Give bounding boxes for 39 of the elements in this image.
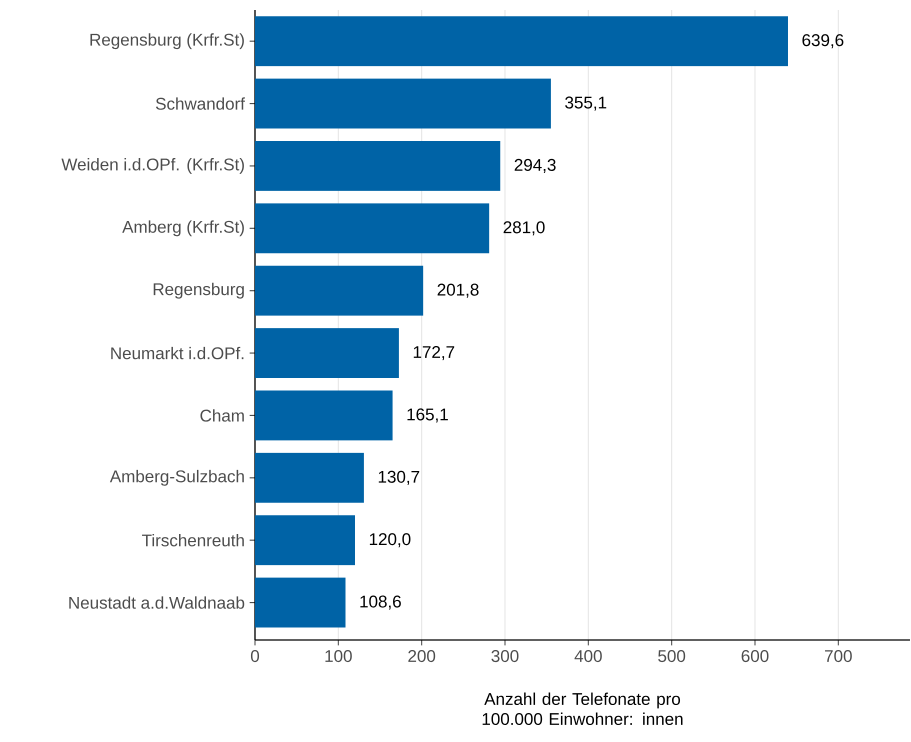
- data-label: 639,6: [802, 34, 844, 48]
- x-tick-label: 0: [250, 650, 260, 662]
- bar: [254, 578, 346, 628]
- x-tick-label: 100: [325, 650, 352, 662]
- bar: [254, 140, 500, 191]
- y-tick-label: Schwandorf: [156, 97, 245, 110]
- y-tick-label: Amberg (Krfr.St): [122, 220, 244, 236]
- y-tick-label: Tirschenreuth: [142, 534, 244, 546]
- data-label: 281,0: [504, 221, 545, 236]
- y-tick-label: Cham: [200, 409, 244, 422]
- x-tick-label: 200: [408, 650, 436, 662]
- data-label: 172,7: [414, 346, 454, 360]
- bar: [254, 515, 355, 566]
- y-tick-label: Weiden i.d.OPf. (Krfr.St): [61, 158, 244, 174]
- bar: [254, 78, 551, 129]
- bar: [254, 452, 364, 503]
- x-tick-label: 700: [825, 650, 852, 662]
- data-label: 165,1: [407, 408, 448, 422]
- bar: [254, 266, 424, 316]
- y-tick-label: Neustadt a.d.Waldnaab: [69, 596, 244, 609]
- bar: [254, 16, 788, 66]
- data-label: 201,8: [438, 284, 479, 298]
- bar: [254, 390, 393, 440]
- y-tick-label: Regensburg (Krfr.St): [90, 33, 244, 50]
- y-tick-label: Amberg-Sulzbach: [110, 470, 244, 486]
- bar: [254, 328, 399, 378]
- x-tick-label: 500: [658, 650, 686, 662]
- bar: [254, 203, 490, 254]
- x-tick-label: 400: [574, 650, 602, 662]
- y-tick-label: Neumarkt i.d.OPf.: [111, 346, 244, 360]
- data-label: 120,0: [370, 533, 410, 548]
- x-tick-label: 300: [491, 650, 518, 662]
- y-tick-label: Regensburg: [154, 282, 244, 299]
- data-label: 294,3: [514, 158, 556, 173]
- data-label: 130,7: [378, 470, 420, 485]
- data-label: 108,6: [360, 596, 401, 610]
- x-axis-title: Anzahl der Telefonate pro 100.000 Einwohner: innen: [482, 692, 682, 726]
- x-tick-label: 600: [742, 650, 768, 662]
- data-label: 355,1: [565, 96, 606, 111]
